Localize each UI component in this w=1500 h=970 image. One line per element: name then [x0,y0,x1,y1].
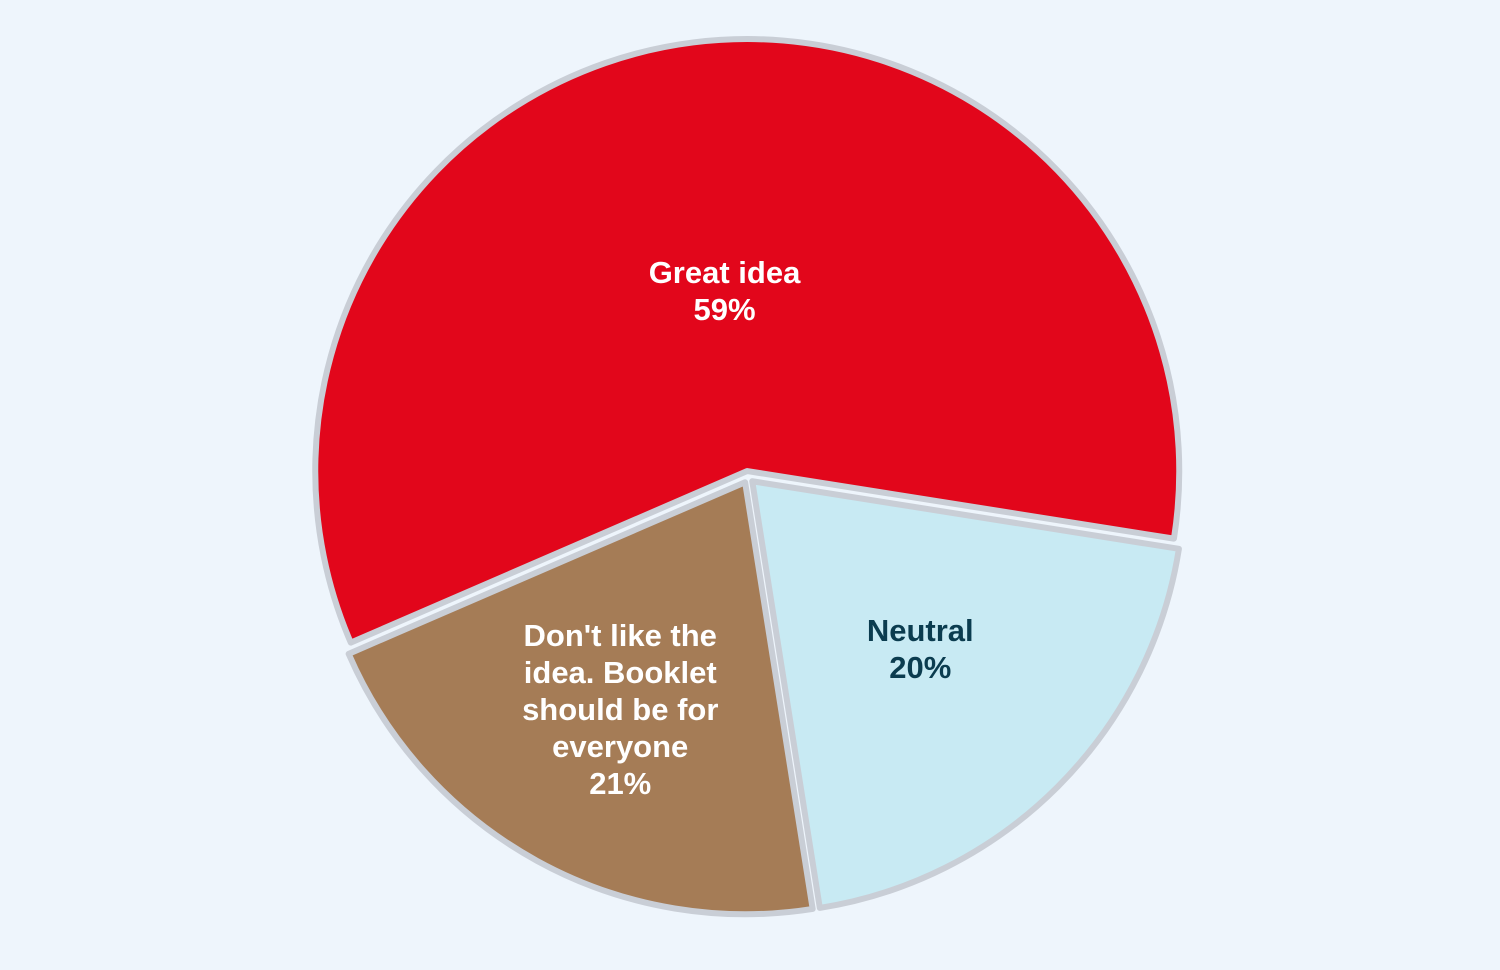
pie-slice [749,478,1182,911]
pie-slice [312,36,1183,646]
slice-label-box: Great idea 59% [575,191,875,391]
slice-label: Don't like the idea. Booklet should be f… [505,609,735,809]
slice-label-box: Don't like the idea. Booklet should be f… [505,609,735,809]
category-label: Don't like the idea. Booklet should be f… [522,617,719,764]
value-label: 59% [693,292,756,328]
slice-label-box: Neutral 20% [770,549,1070,749]
value-label: 20% [889,650,952,686]
value-label: 21% [589,765,652,801]
category-label: Great idea [648,255,801,291]
category-label: Neutral [866,613,974,649]
pie-slice [345,479,816,918]
